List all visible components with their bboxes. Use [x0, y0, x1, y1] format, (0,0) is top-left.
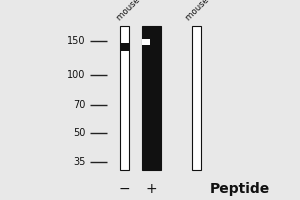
Text: 50: 50 — [73, 128, 86, 138]
Text: +: + — [146, 182, 157, 196]
Text: −: − — [119, 182, 130, 196]
Text: 150: 150 — [67, 36, 86, 46]
Bar — [120, 43, 129, 51]
Text: 100: 100 — [67, 70, 86, 80]
Bar — [120, 26, 129, 170]
Text: 35: 35 — [73, 157, 86, 167]
Text: Peptide: Peptide — [210, 182, 270, 196]
Text: 70: 70 — [73, 100, 86, 110]
Bar — [142, 39, 150, 45]
Text: mouse brain: mouse brain — [115, 0, 160, 22]
Text: mouse brain: mouse brain — [184, 0, 229, 22]
Bar — [142, 26, 161, 170]
Bar — [192, 26, 201, 170]
